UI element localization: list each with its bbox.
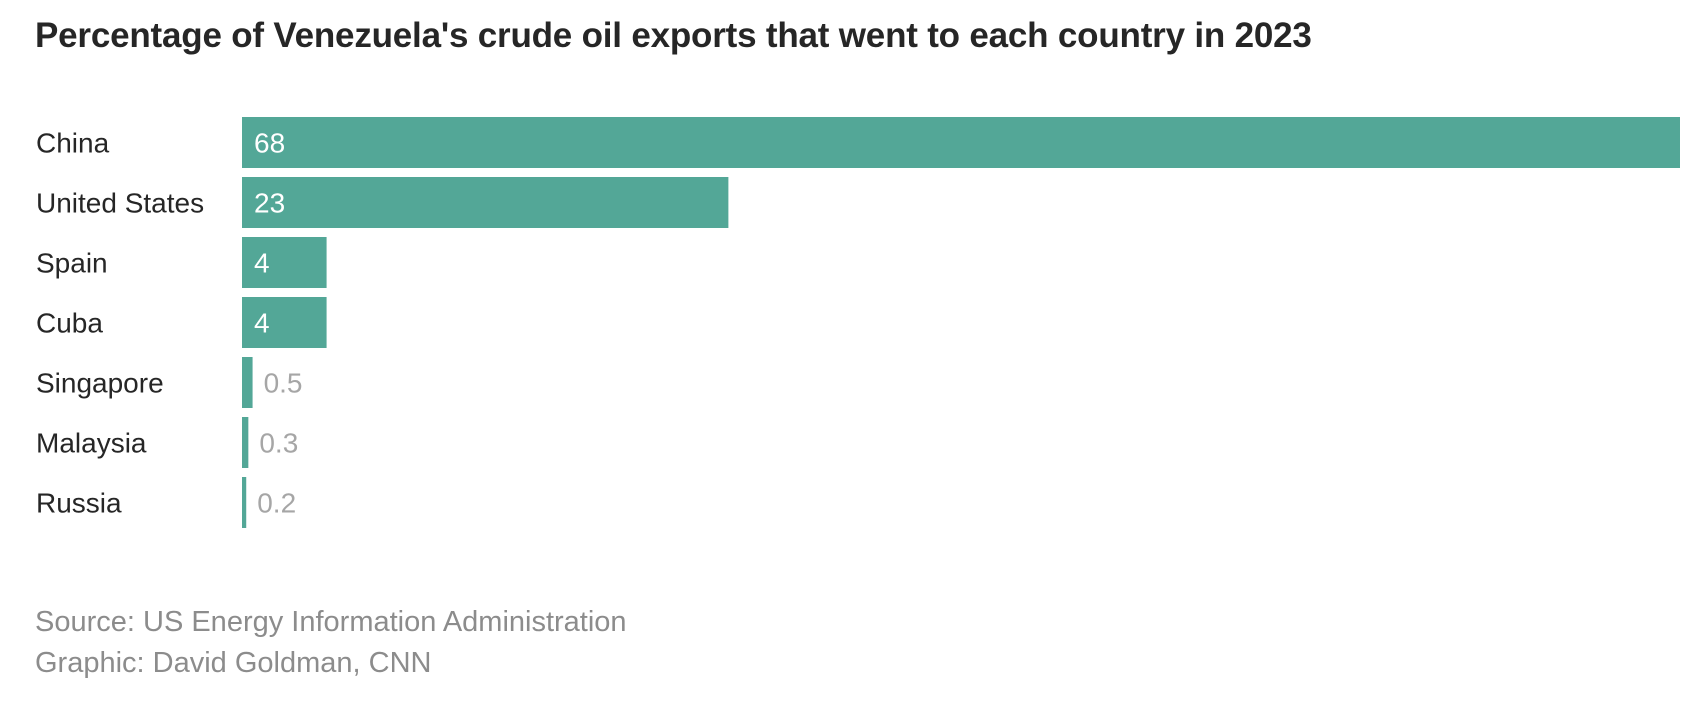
category-label: Spain — [36, 248, 108, 279]
bar — [242, 417, 249, 468]
bar — [242, 477, 247, 528]
source-note: Source: US Energy Information Administra… — [35, 606, 627, 638]
category-label: Russia — [36, 488, 122, 519]
value-label: 0.5 — [264, 368, 303, 399]
bar — [242, 357, 253, 408]
value-label: 0.2 — [257, 488, 296, 519]
bar — [242, 297, 327, 348]
bar-chart: China 68 United States 23 Spain 4 Cuba 4 Singapo… — [36, 117, 1680, 528]
category-label: Cuba — [36, 308, 103, 339]
chart-title: Percentage of Venezuela's crude oil expo… — [35, 16, 1312, 55]
graphic-credit: Graphic: David Goldman, CNN — [35, 647, 432, 679]
value-label: 4 — [254, 308, 270, 339]
bar — [242, 237, 327, 288]
value-label: 68 — [254, 128, 285, 159]
category-label: China — [36, 128, 110, 159]
category-label: Singapore — [36, 368, 164, 399]
value-label: 4 — [254, 248, 270, 279]
bar — [242, 117, 1680, 168]
category-label: United States — [36, 188, 204, 219]
category-label: Malaysia — [36, 428, 147, 459]
value-label: 23 — [254, 188, 285, 219]
bar — [242, 177, 729, 228]
value-label: 0.3 — [259, 428, 298, 459]
